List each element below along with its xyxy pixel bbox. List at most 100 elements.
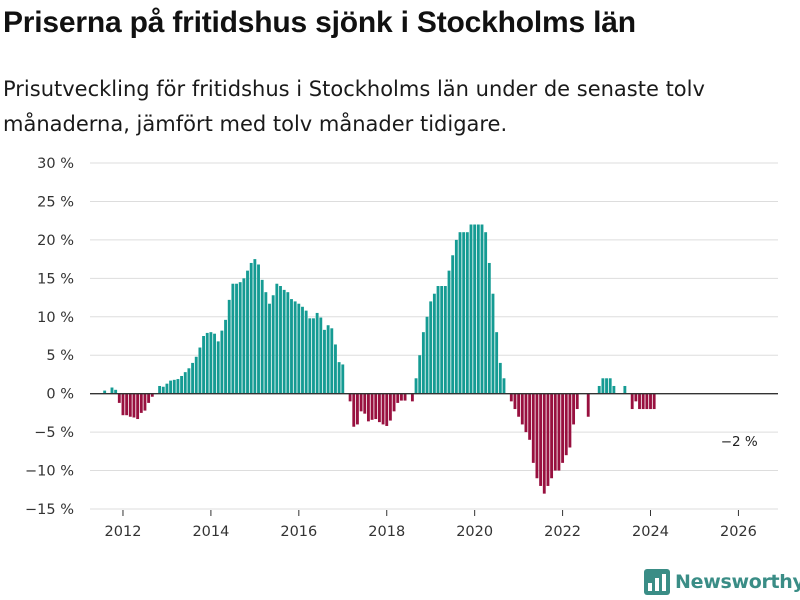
x-tick-label: 2022 xyxy=(544,524,581,540)
bar xyxy=(469,224,473,394)
bar xyxy=(257,264,260,394)
bar xyxy=(381,393,385,425)
x-tick-label: 2018 xyxy=(368,524,405,540)
bar xyxy=(220,330,224,394)
bar xyxy=(568,393,572,448)
newsworthy-logo-icon xyxy=(644,569,670,595)
y-tick-label: 10 % xyxy=(37,310,74,326)
bar xyxy=(139,393,143,413)
bar xyxy=(539,393,543,486)
bar xyxy=(623,385,627,394)
y-tick-label: 0 % xyxy=(46,387,74,403)
bar xyxy=(337,362,341,394)
bar xyxy=(213,333,216,394)
bar xyxy=(476,224,480,394)
bar xyxy=(550,393,554,479)
bar xyxy=(315,312,319,394)
bar-series xyxy=(103,224,656,494)
y-tick-label: 20 % xyxy=(37,233,74,249)
bar xyxy=(458,232,462,394)
bar xyxy=(432,293,436,394)
bar xyxy=(462,232,466,394)
bar xyxy=(597,385,601,394)
y-tick-label: 25 % xyxy=(37,194,74,210)
bar xyxy=(209,332,213,394)
bar xyxy=(480,224,484,394)
bar xyxy=(520,393,524,425)
latest-value-label: −2 % xyxy=(721,434,758,450)
bar xyxy=(572,393,576,425)
bar xyxy=(634,393,638,402)
bar xyxy=(246,270,249,394)
y-tick-label: −5 % xyxy=(34,425,74,441)
bar xyxy=(117,393,121,403)
bar xyxy=(491,293,495,394)
bar xyxy=(143,393,147,411)
bar xyxy=(268,303,271,394)
bar xyxy=(495,332,499,394)
bar xyxy=(531,393,535,463)
bar xyxy=(498,362,502,394)
bar xyxy=(275,283,279,394)
bar xyxy=(293,301,297,394)
y-tick-label: −15 % xyxy=(25,502,74,518)
bar xyxy=(440,286,444,394)
bar xyxy=(290,299,293,394)
bar xyxy=(436,286,440,394)
bar xyxy=(227,299,231,394)
bar xyxy=(286,292,290,394)
bar xyxy=(363,393,367,414)
bar xyxy=(388,393,392,421)
bar xyxy=(528,393,532,440)
bar xyxy=(502,378,506,394)
bar xyxy=(557,393,561,471)
bar xyxy=(443,286,447,394)
bar xyxy=(238,282,242,394)
bar xyxy=(374,393,378,420)
y-tick-label: 30 % xyxy=(37,156,74,172)
bar xyxy=(425,316,429,394)
bar xyxy=(535,393,539,479)
bar xyxy=(297,303,301,394)
bar xyxy=(524,393,528,433)
bar xyxy=(429,301,433,394)
bar xyxy=(312,318,315,394)
bar xyxy=(377,393,381,423)
bar xyxy=(308,318,312,394)
bar xyxy=(264,292,268,394)
y-tick-label: −10 % xyxy=(25,464,74,480)
bar xyxy=(260,279,264,394)
bar xyxy=(403,393,407,401)
bar xyxy=(359,393,363,412)
x-tick-label: 2016 xyxy=(280,524,317,540)
bar xyxy=(414,378,418,394)
bar xyxy=(630,393,634,410)
bar xyxy=(187,368,191,394)
bar xyxy=(396,393,400,403)
x-tick-label: 2026 xyxy=(720,524,757,540)
bar xyxy=(473,224,477,394)
bar xyxy=(575,393,579,410)
bar xyxy=(224,319,227,394)
bar xyxy=(161,386,165,394)
bar xyxy=(451,255,455,394)
bar xyxy=(561,393,565,463)
bar xyxy=(323,329,326,394)
x-tick-label: 2012 xyxy=(105,524,142,540)
x-axis: 2012 2014 2016 2018 2020 2022 2024 2026 xyxy=(105,510,757,540)
bar xyxy=(202,336,205,394)
bar xyxy=(385,393,389,426)
bar xyxy=(216,341,220,394)
bar xyxy=(103,390,107,394)
bar xyxy=(147,393,151,403)
bar xyxy=(410,393,414,402)
bar xyxy=(282,289,286,394)
bar xyxy=(301,306,304,394)
bar xyxy=(231,283,235,394)
bar xyxy=(279,286,282,394)
bar xyxy=(601,378,605,394)
y-tick-label: 5 % xyxy=(46,348,74,364)
bar xyxy=(517,393,521,417)
bar xyxy=(191,362,195,394)
